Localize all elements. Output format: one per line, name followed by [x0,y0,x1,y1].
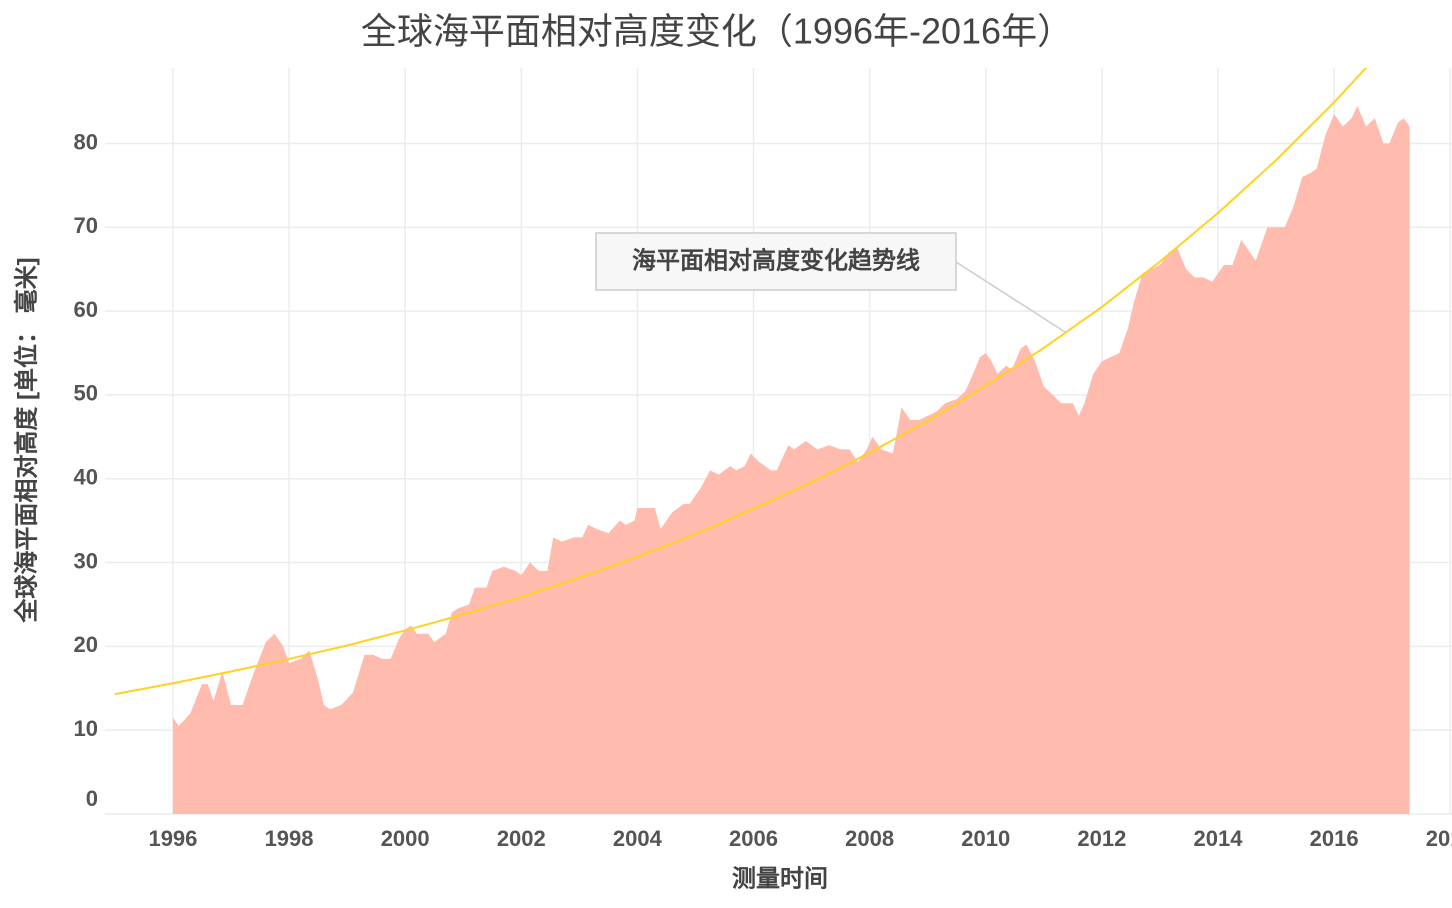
area [172,105,1410,814]
x-tick-label: 1998 [265,826,314,851]
y-tick-label: 30 [74,548,98,573]
x-tick-label: 2002 [497,826,546,851]
annotation-pointer [955,261,1066,333]
y-tick-label: 70 [74,213,98,238]
x-tick-label: 2010 [961,826,1010,851]
y-tick-label: 50 [74,381,98,406]
y-axis-label: 全球海平面相对高度 [单位： 毫米] [12,257,40,623]
x-tick-label: 2004 [613,826,663,851]
x-axis-label: 测量时间 [732,865,828,892]
x-tick-label: 2006 [729,826,778,851]
trend-line [114,68,1368,696]
x-tick-label: 2016 [1310,826,1359,851]
x-tick-label: 2018 [1426,826,1452,851]
x-tick-label: 2000 [381,826,430,851]
y-tick-label: 20 [74,632,98,657]
x-tick-label: 2012 [1077,826,1126,851]
y-tick-label: 0 [86,786,98,811]
x-tick-label: 1996 [148,826,197,851]
x-tick-label: 2014 [1194,826,1244,851]
chart-title: 全球海平面相对高度变化（1996年-2016年） [361,11,1073,52]
plot [114,68,1410,814]
annotation: 海平面相对高度变化趋势线 [632,246,920,274]
x-tick-label: 2008 [845,826,894,851]
y-tick-label: 40 [74,465,98,490]
y-tick-label: 60 [74,297,98,322]
y-tick-label: 10 [74,716,98,741]
annotation-box [595,232,957,291]
y-tick-label: 80 [74,129,98,154]
